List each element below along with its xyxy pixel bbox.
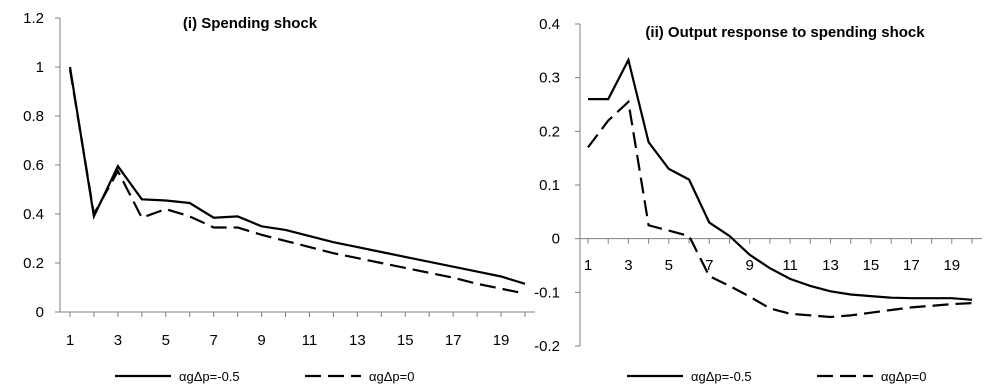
x-tick-label: 3 [624, 257, 632, 274]
y-tick-label: 0.2 [539, 123, 560, 140]
legend-label: αgΔp=-0.5 [179, 369, 240, 384]
x-tick-label: 11 [302, 332, 318, 349]
x-tick-label: 1 [584, 257, 592, 274]
y-tick-label: 1 [36, 59, 44, 76]
legend-label: αgΔp=0 [369, 369, 414, 384]
x-tick-label: 9 [257, 332, 265, 349]
x-tick-label: 5 [162, 332, 170, 349]
x-tick-label: 7 [210, 332, 218, 349]
y-tick-label: 0 [552, 231, 560, 248]
y-tick-label: 0.3 [539, 70, 560, 87]
chart-title: (ii) Output response to spending shock [645, 24, 925, 41]
x-tick-label: 1 [66, 332, 74, 349]
y-tick-label: -0.2 [534, 338, 560, 355]
x-tick-label: 5 [665, 257, 673, 274]
y-tick-label: 0.8 [23, 108, 44, 125]
x-tick-label: 13 [822, 257, 839, 274]
x-tick-label: 9 [746, 257, 754, 274]
y-tick-label: 1.2 [23, 10, 44, 27]
legend-label: αgΔp=0 [881, 369, 926, 384]
x-tick-label: 3 [114, 332, 122, 349]
y-tick-label: 0 [36, 304, 44, 321]
x-tick-label: 19 [943, 257, 960, 274]
x-tick-label: 11 [782, 257, 798, 274]
x-tick-label: 7 [705, 257, 713, 274]
series-line-solid [68, 66, 526, 285]
y-tick-label: 0.1 [539, 177, 560, 194]
series-line-dashed [587, 99, 973, 319]
chart-2: -0.2-0.100.10.20.30.41 3 5 7 9 11 13 15 17 19(ii)… [534, 16, 982, 384]
y-tick-label: 0.6 [23, 157, 44, 174]
x-tick-label: 17 [903, 257, 920, 274]
series-line-solid [588, 56, 973, 301]
x-tick-label: 19 [493, 332, 510, 349]
legend-label: αgΔp=-0.5 [691, 369, 752, 384]
x-tick-label: 13 [349, 332, 366, 349]
y-tick-label: -0.1 [534, 284, 560, 301]
x-tick-label: 15 [397, 332, 414, 349]
x-tick-label: 17 [445, 332, 462, 349]
series-line-dashed [68, 69, 526, 295]
chart-1: 00.20.40.60.811.21 3 5 7 9 11 13 15 17 19(i) Spen… [23, 10, 535, 384]
chart-title: (i) Spending shock [183, 15, 318, 32]
x-tick-label: 15 [863, 257, 880, 274]
y-tick-label: 0.4 [23, 206, 44, 223]
y-tick-label: 0.2 [23, 255, 44, 272]
y-tick-label: 0.4 [539, 16, 560, 33]
